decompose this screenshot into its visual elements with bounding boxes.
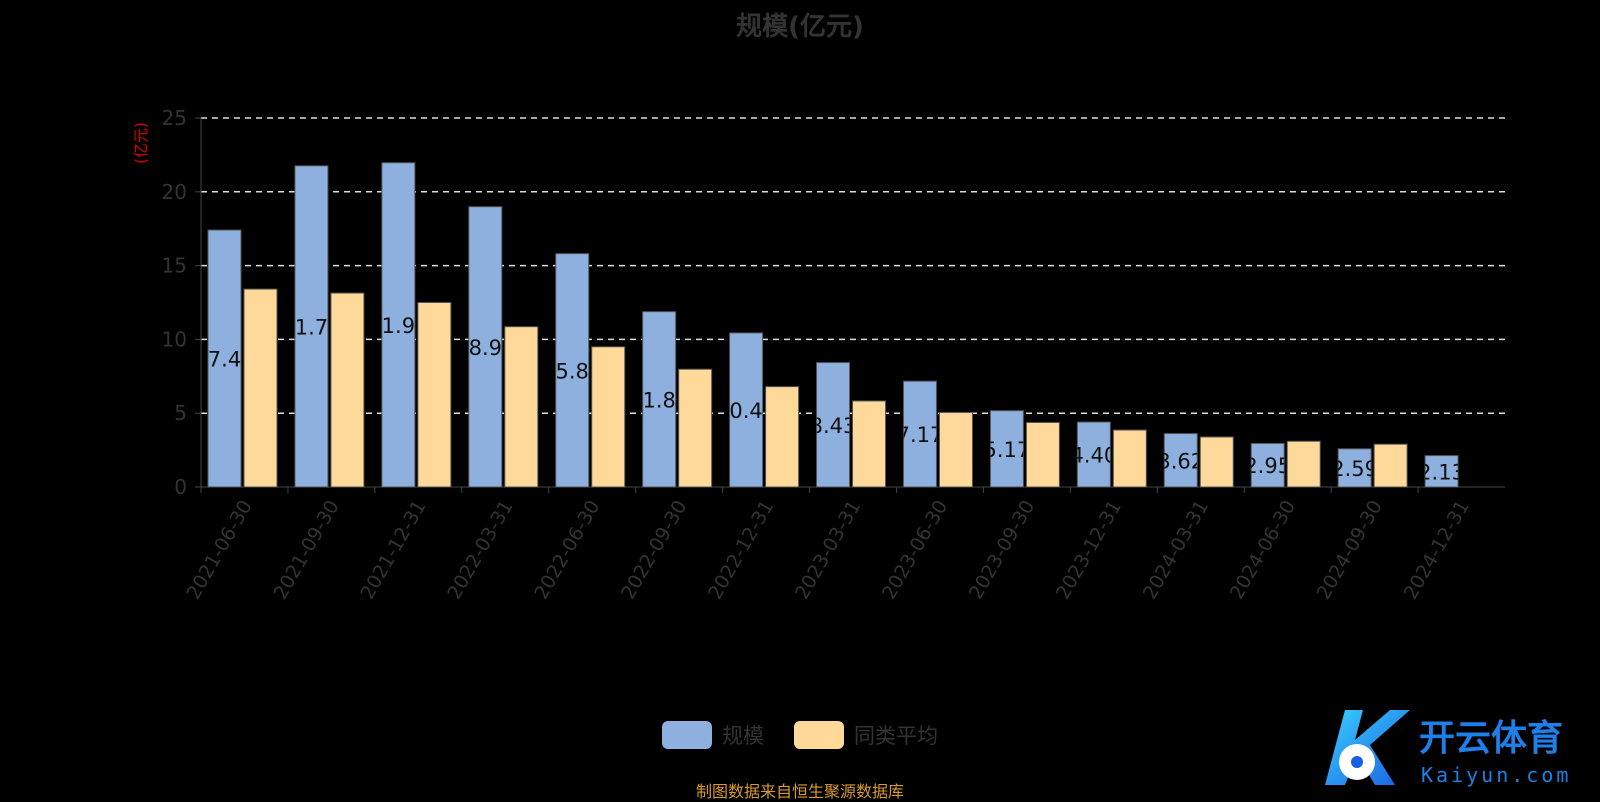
data-label: 17.41 xyxy=(194,348,254,372)
chart-title: 规模(亿元) xyxy=(736,12,864,42)
bar-chart: 0 5 10 15 20 25 (亿元) 2021-06-30 2021-09-30 2021-1… xyxy=(132,106,1505,604)
bar-scale xyxy=(1163,433,1198,488)
bar-peer-average xyxy=(243,288,278,488)
bar-peer-average xyxy=(1286,440,1321,488)
bar-scale xyxy=(468,206,503,488)
legend-item-peer-average[interactable]: 同类平均 xyxy=(794,720,938,750)
bar-scale xyxy=(989,410,1024,488)
data-label: 21.76 xyxy=(281,315,341,339)
bar-scale xyxy=(381,162,416,488)
data-label: 11.88 xyxy=(629,388,689,412)
bar-scale xyxy=(902,380,937,488)
bar-scale xyxy=(207,229,242,488)
x-tick-label: 2021-12-31 xyxy=(356,497,430,604)
watermark-logo: 开云体育 Kaiyun.com xyxy=(1325,710,1571,787)
x-tick-label: 2023-09-30 xyxy=(965,497,1039,604)
bar-peer-average xyxy=(852,400,887,488)
data-label: 3.62 xyxy=(1157,449,1204,473)
data-label: 7.17 xyxy=(897,423,944,447)
x-tick-label: 2024-09-30 xyxy=(1313,497,1387,604)
legend-label: 规模 xyxy=(722,724,764,748)
bar-peer-average xyxy=(1025,421,1060,488)
data-label: 15.81 xyxy=(542,359,602,383)
legend: 规模 同类平均 xyxy=(0,720,1600,750)
x-tick-label: 2022-06-30 xyxy=(530,497,604,604)
bar-scale xyxy=(1337,448,1372,488)
data-label: 5.17 xyxy=(984,438,1031,462)
x-tick-label: 2023-06-30 xyxy=(878,497,952,604)
bar-peer-average xyxy=(591,346,626,488)
bar-peer-average xyxy=(1199,436,1234,488)
legend-item-scale[interactable]: 规模 xyxy=(662,720,764,750)
y-axis-label: (亿元) xyxy=(132,122,150,164)
x-tick-label: 2022-03-31 xyxy=(443,497,517,604)
data-label: 4.40 xyxy=(1070,444,1117,468)
y-tick-label: 10 xyxy=(162,327,187,351)
bar-peer-average xyxy=(504,326,539,488)
bar-peer-average xyxy=(678,368,713,488)
bar-peer-average xyxy=(765,386,800,488)
bar-scale xyxy=(555,253,590,488)
bar-peer-average xyxy=(330,292,365,488)
data-label: 18.99 xyxy=(455,336,515,360)
data-label: 10.44 xyxy=(716,399,776,423)
bar-peer-average xyxy=(1112,429,1147,488)
x-tick-label: 2023-12-31 xyxy=(1052,497,1126,604)
x-tick-label: 2021-09-30 xyxy=(269,497,343,604)
x-tick-label: 2024-03-31 xyxy=(1139,497,1213,604)
svg-text:Kaiyun.com: Kaiyun.com xyxy=(1421,763,1571,787)
x-tick-label: 2024-12-31 xyxy=(1400,497,1474,604)
data-label: 2.13 xyxy=(1418,460,1465,484)
data-label: 2.59 xyxy=(1331,457,1378,481)
legend-label: 同类平均 xyxy=(854,724,938,748)
bar-peer-average xyxy=(1373,443,1408,488)
source-note: 制图数据来自恒生聚源数据库 xyxy=(695,782,904,801)
legend-swatch xyxy=(794,721,844,749)
bar-peer-average xyxy=(417,302,452,488)
data-label: 21.97 xyxy=(368,314,428,338)
x-tick-label: 2023-03-31 xyxy=(791,497,865,604)
x-tick-label: 2021-06-30 xyxy=(183,497,257,604)
y-tick-label: 15 xyxy=(162,254,187,278)
x-tick-label: 2022-09-30 xyxy=(617,497,691,604)
x-tick-label: 2024-06-30 xyxy=(1226,497,1300,604)
bar-scale xyxy=(294,165,329,488)
bar-scale xyxy=(1250,442,1285,488)
y-tick-label: 0 xyxy=(174,475,187,499)
legend-swatch xyxy=(662,721,712,749)
bar-scale xyxy=(1424,455,1459,488)
data-label: 2.95 xyxy=(1244,454,1291,478)
y-tick-label: 20 xyxy=(162,180,187,204)
data-label: 8.43 xyxy=(810,414,857,438)
bar-peer-average xyxy=(938,411,973,488)
bar-scale xyxy=(729,332,764,488)
y-tick-label: 5 xyxy=(174,401,187,425)
watermark-text: 开云体育 xyxy=(1419,718,1563,759)
bar-scale xyxy=(1076,421,1111,488)
bar-scale xyxy=(642,311,677,488)
y-tick-label: 25 xyxy=(162,106,187,130)
x-tick-label: 2022-12-31 xyxy=(704,497,778,604)
bar-scale xyxy=(816,362,851,488)
